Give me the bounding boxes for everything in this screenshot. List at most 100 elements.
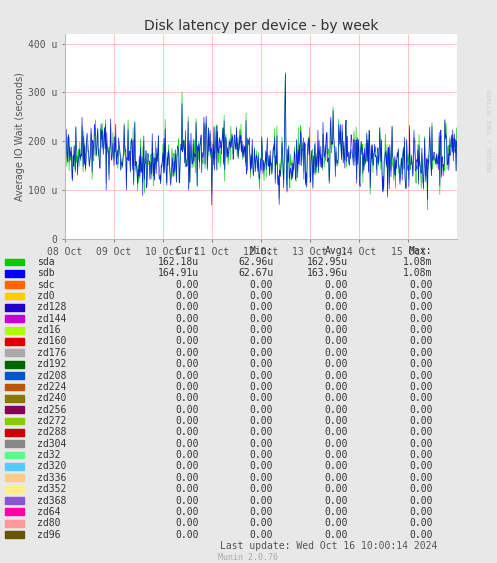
Bar [5,338,24,345]
Text: zd272: zd272 [37,416,67,426]
Text: 0.00: 0.00 [409,348,432,358]
Bar [5,350,24,356]
Text: 0.00: 0.00 [250,359,273,369]
Text: Max:: Max: [409,245,432,256]
Text: zd256: zd256 [37,405,67,414]
Bar [5,531,24,538]
Bar [5,486,24,493]
Text: 0.00: 0.00 [409,507,432,517]
Bar [5,383,24,390]
Text: 0.00: 0.00 [250,484,273,494]
Bar [5,270,24,277]
Text: 0.00: 0.00 [250,370,273,381]
Text: 0.00: 0.00 [325,382,348,392]
Text: 0.00: 0.00 [250,348,273,358]
Text: 0.00: 0.00 [409,530,432,539]
Text: 0.00: 0.00 [250,507,273,517]
Bar [5,282,24,288]
Text: zd128: zd128 [37,302,67,312]
Text: 0.00: 0.00 [325,325,348,335]
Text: 0.00: 0.00 [250,439,273,449]
Text: zd176: zd176 [37,348,67,358]
Text: 0.00: 0.00 [409,302,432,312]
Text: 0.00: 0.00 [250,394,273,403]
Bar [5,418,24,425]
Text: Last update: Wed Oct 16 10:00:14 2024: Last update: Wed Oct 16 10:00:14 2024 [220,541,437,551]
Text: 0.00: 0.00 [325,291,348,301]
Text: 0.00: 0.00 [409,484,432,494]
Bar [5,508,24,515]
Bar [5,497,24,504]
Bar [5,293,24,300]
Text: 0.00: 0.00 [175,337,199,346]
Text: 0.00: 0.00 [325,416,348,426]
Text: sdb: sdb [37,269,55,278]
Text: 0.00: 0.00 [325,450,348,460]
Text: 0.00: 0.00 [175,484,199,494]
Text: 62.67u: 62.67u [238,269,273,278]
Text: 0.00: 0.00 [325,462,348,471]
Text: zd288: zd288 [37,427,67,437]
Text: 0.00: 0.00 [409,416,432,426]
Text: 0.00: 0.00 [175,280,199,290]
Text: 0.00: 0.00 [325,337,348,346]
Text: zd336: zd336 [37,473,67,483]
Text: 0.00: 0.00 [175,291,199,301]
Text: zd368: zd368 [37,495,67,506]
Text: Avg:: Avg: [325,245,348,256]
Text: 0.00: 0.00 [175,416,199,426]
Text: 0.00: 0.00 [409,280,432,290]
Text: 0.00: 0.00 [325,302,348,312]
Text: 0.00: 0.00 [409,495,432,506]
Bar [5,452,24,458]
Text: zd160: zd160 [37,337,67,346]
Text: 1.08m: 1.08m [403,257,432,267]
Text: 0.00: 0.00 [325,359,348,369]
Text: 0.00: 0.00 [409,370,432,381]
Text: 162.95u: 162.95u [307,257,348,267]
Text: RRDTOOL / TOBI OETIKER: RRDTOOL / TOBI OETIKER [487,90,492,172]
Text: 0.00: 0.00 [325,495,348,506]
Text: 0.00: 0.00 [250,325,273,335]
Text: 0.00: 0.00 [175,530,199,539]
Text: zd16: zd16 [37,325,61,335]
Text: 0.00: 0.00 [175,325,199,335]
Text: 0.00: 0.00 [175,348,199,358]
Bar [5,304,24,311]
Text: zd192: zd192 [37,359,67,369]
Text: 0.00: 0.00 [325,439,348,449]
Text: 62.96u: 62.96u [238,257,273,267]
Y-axis label: Average IO Wait (seconds): Average IO Wait (seconds) [15,72,25,201]
Text: 0.00: 0.00 [175,507,199,517]
Text: 0.00: 0.00 [325,473,348,483]
Text: 0.00: 0.00 [175,382,199,392]
Text: 0.00: 0.00 [325,370,348,381]
Text: 0.00: 0.00 [409,450,432,460]
Bar [5,429,24,436]
Text: 0.00: 0.00 [250,518,273,528]
Text: 0.00: 0.00 [409,314,432,324]
Text: 0.00: 0.00 [409,518,432,528]
Text: 0.00: 0.00 [409,325,432,335]
Text: 0.00: 0.00 [325,405,348,414]
Bar [5,372,24,379]
Text: 0.00: 0.00 [250,405,273,414]
Text: 0.00: 0.00 [409,405,432,414]
Text: 0.00: 0.00 [250,416,273,426]
Text: 0.00: 0.00 [250,280,273,290]
Text: 0.00: 0.00 [175,462,199,471]
Bar [5,475,24,481]
Text: 162.18u: 162.18u [158,257,199,267]
Text: 0.00: 0.00 [409,394,432,403]
Text: 0.00: 0.00 [250,495,273,506]
Text: 0.00: 0.00 [250,462,273,471]
Text: Cur:: Cur: [175,245,199,256]
Text: 0.00: 0.00 [250,530,273,539]
Text: zd240: zd240 [37,394,67,403]
Text: 0.00: 0.00 [409,439,432,449]
Title: Disk latency per device - by week: Disk latency per device - by week [144,19,378,33]
Text: zd352: zd352 [37,484,67,494]
Text: 0.00: 0.00 [409,382,432,392]
Text: 0.00: 0.00 [175,405,199,414]
Bar [5,406,24,413]
